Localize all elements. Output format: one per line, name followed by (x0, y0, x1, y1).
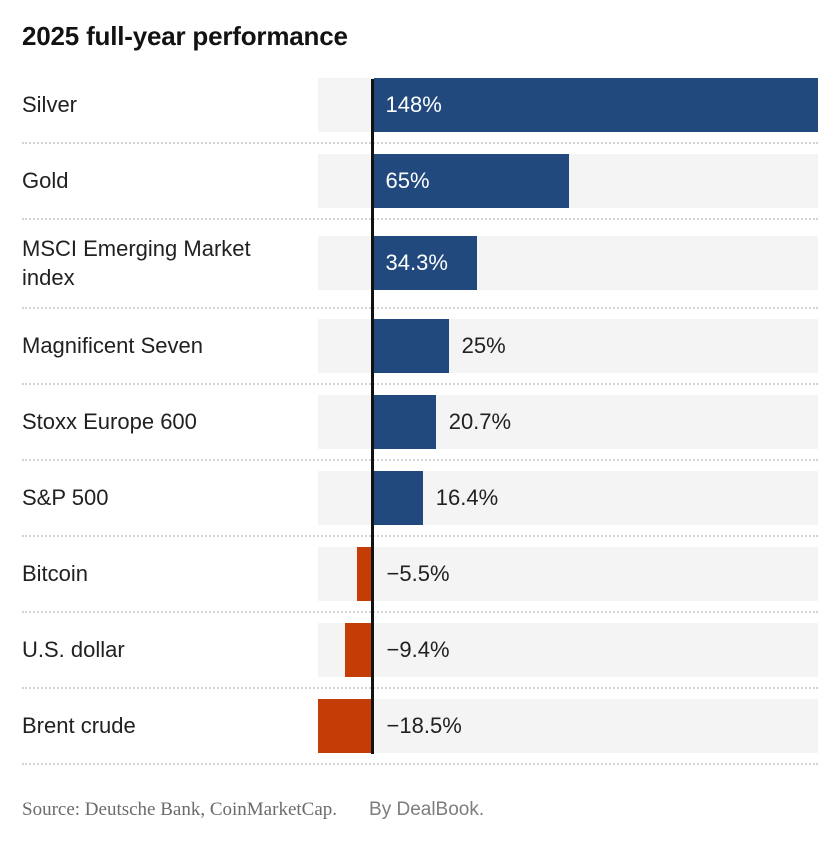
positive-bar (373, 470, 423, 525)
bar-track: 25% (318, 318, 818, 373)
chart-title: 2025 full-year performance (22, 21, 348, 51)
row-label: U.S. dollar (22, 636, 125, 662)
positive-bar (373, 318, 449, 373)
bar-track: −5.5% (318, 546, 818, 601)
chart-row: U.S. dollar −9.4% (22, 613, 818, 689)
value-label: 16.4% (435, 484, 499, 510)
value-label: 34.3% (385, 250, 448, 275)
row-label: MSCI Emerging Market index (22, 235, 251, 290)
bar-track: 148% (318, 77, 818, 132)
row-label: Gold (22, 167, 69, 193)
positive-bar (373, 394, 436, 449)
chart-row: Stoxx Europe 600 20.7% (22, 385, 818, 461)
chart-row: Brent crude −18.5% (22, 689, 818, 765)
row-label: Magnificent Seven (22, 332, 203, 358)
negative-bar (357, 546, 374, 601)
row-label: Brent crude (22, 712, 136, 738)
chart-row: Bitcoin −5.5% (22, 537, 818, 613)
positive-bar (373, 153, 569, 208)
chart-row: Silver 148% (22, 68, 818, 144)
row-label: S&P 500 (22, 484, 109, 510)
bar-track: −9.4% (318, 622, 818, 677)
value-label: −9.4% (386, 636, 450, 662)
bar-track: 34.3% (318, 236, 818, 290)
chart-row: S&P 500 16.4% (22, 461, 818, 537)
row-label: Bitcoin (22, 560, 89, 586)
bar-track: 65% (318, 153, 818, 208)
source-line: Source: Deutsche Bank, CoinMarketCap. By … (22, 799, 818, 821)
value-label: 65% (385, 167, 430, 193)
value-label: 148% (385, 91, 442, 117)
value-label: −18.5% (386, 712, 462, 738)
bar-track: 20.7% (318, 394, 818, 449)
chart-row: Gold 65% (22, 144, 818, 220)
positive-bar (373, 77, 818, 132)
bar-track: −18.5% (318, 698, 818, 753)
value-label: 20.7% (448, 408, 512, 434)
chart-row: Magnificent Seven 25% (22, 309, 818, 385)
bar-track: 16.4% (318, 470, 818, 525)
negative-bar (318, 698, 374, 753)
row-label: Stoxx Europe 600 (22, 408, 197, 434)
zero-baseline (370, 78, 374, 754)
negative-bar (345, 622, 374, 677)
value-label: −5.5% (386, 560, 450, 586)
chart-row: MSCI Emerging Market index 34.3% (22, 220, 818, 309)
bar-rows: Silver 148% Gold 65% MSCI Emerging Market in… (22, 68, 818, 765)
source-text: Source: Deutsche Bank, CoinMarketCap. (22, 798, 338, 820)
byline-text: By DealBook. (369, 798, 485, 820)
positive-bar (373, 236, 477, 290)
row-label: Silver (22, 91, 78, 117)
value-label: 25% (461, 332, 506, 358)
